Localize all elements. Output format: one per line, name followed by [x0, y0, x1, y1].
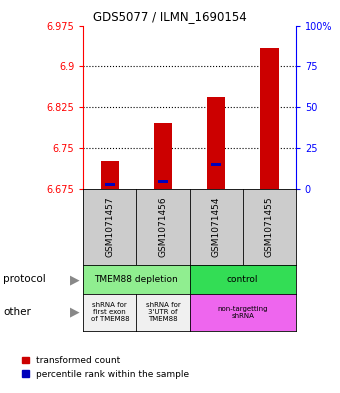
Bar: [264, 208, 274, 210]
Text: other: other: [3, 307, 31, 317]
Text: ▶: ▶: [70, 306, 80, 319]
Text: GSM1071454: GSM1071454: [211, 197, 221, 257]
Bar: [260, 48, 278, 189]
Bar: [154, 123, 172, 189]
Bar: [207, 97, 225, 189]
Text: shRNA for
first exon
of TMEM88: shRNA for first exon of TMEM88: [90, 302, 129, 322]
Text: shRNA for
3'UTR of
TMEM88: shRNA for 3'UTR of TMEM88: [146, 302, 180, 322]
Bar: [158, 180, 168, 183]
Text: protocol: protocol: [3, 274, 46, 285]
Text: GSM1071457: GSM1071457: [105, 196, 114, 257]
Text: control: control: [227, 275, 258, 284]
Bar: [211, 163, 221, 165]
Text: GSM1071456: GSM1071456: [158, 196, 168, 257]
Bar: [101, 162, 119, 189]
Bar: [105, 184, 115, 186]
Text: GDS5077 / ILMN_1690154: GDS5077 / ILMN_1690154: [93, 10, 247, 23]
Text: TMEM88 depletion: TMEM88 depletion: [95, 275, 178, 284]
Text: non-targetting
shRNA: non-targetting shRNA: [217, 306, 268, 319]
Text: GSM1071455: GSM1071455: [265, 196, 274, 257]
Text: ▶: ▶: [70, 273, 80, 286]
Legend: transformed count, percentile rank within the sample: transformed count, percentile rank withi…: [21, 356, 189, 379]
